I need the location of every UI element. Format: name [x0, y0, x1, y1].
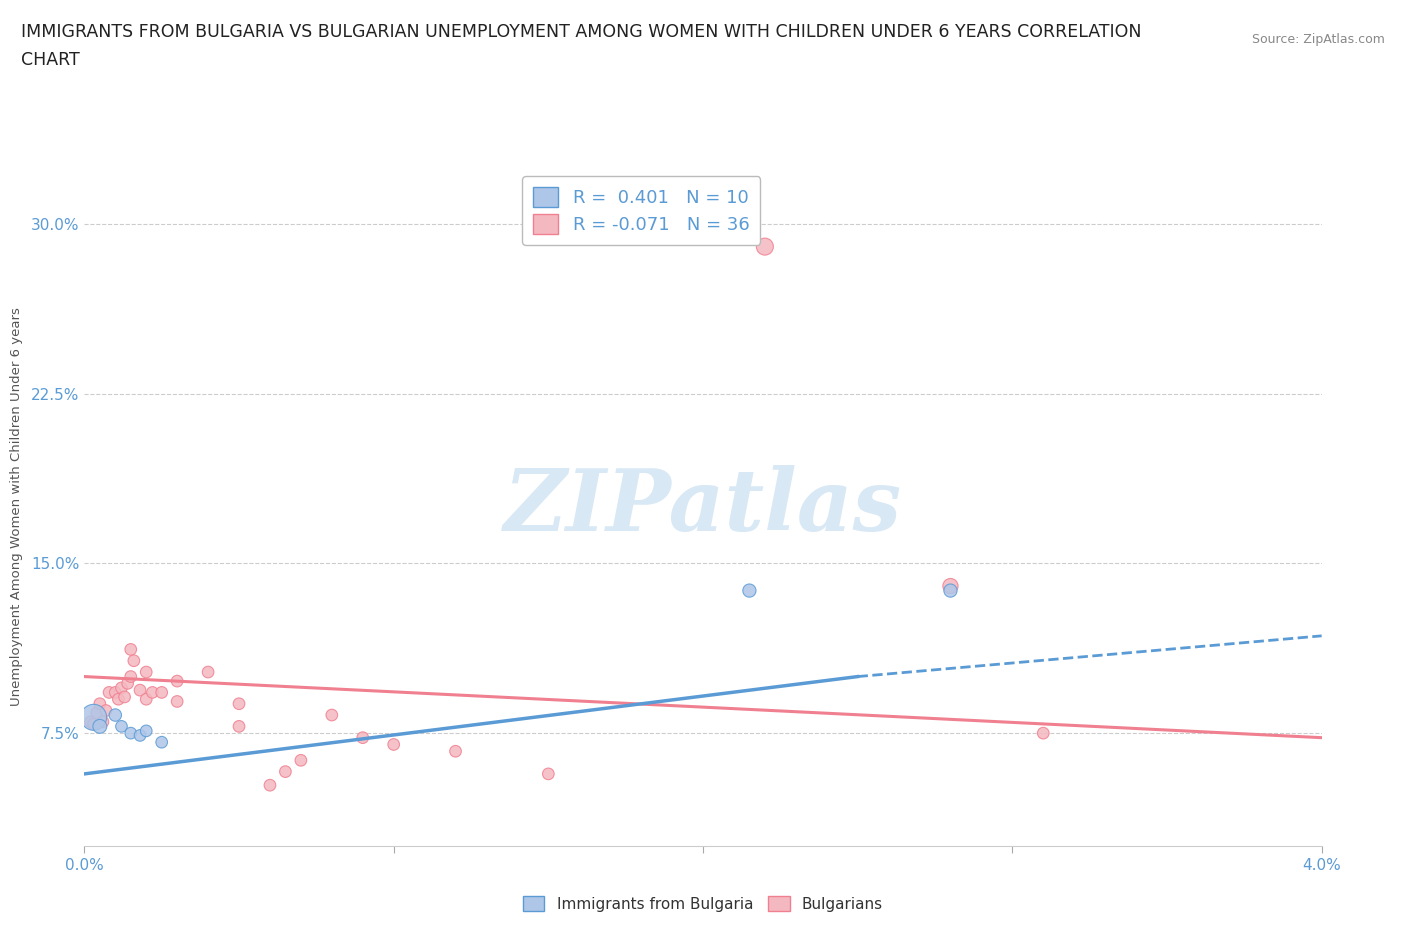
Point: [110, 681, 132, 696]
Point: [1032, 725, 1054, 740]
Text: Source: ZipAtlas.com: Source: ZipAtlas.com: [1251, 33, 1385, 46]
Point: [110, 719, 132, 734]
Point: [91, 714, 114, 729]
Legend: Immigrants from Bulgaria, Bulgarians: Immigrants from Bulgaria, Bulgarians: [517, 889, 889, 918]
Point: [86, 705, 108, 720]
Text: ZIPatlas: ZIPatlas: [503, 465, 903, 549]
Point: [197, 665, 219, 680]
Point: [135, 724, 157, 738]
Point: [290, 753, 312, 768]
Point: [120, 725, 142, 740]
Text: CHART: CHART: [21, 51, 80, 69]
Point: [114, 689, 136, 704]
Point: [104, 685, 127, 700]
Point: [94, 703, 117, 718]
Point: [120, 642, 142, 657]
Point: [135, 692, 157, 707]
Point: [352, 730, 374, 745]
Point: [228, 697, 250, 711]
Point: [738, 583, 761, 598]
Point: [150, 735, 173, 750]
Point: [122, 653, 145, 668]
Point: [166, 694, 188, 709]
Point: [259, 777, 281, 792]
Point: [150, 685, 173, 700]
Point: [83, 710, 105, 724]
Point: [228, 719, 250, 734]
Point: [79, 714, 101, 729]
Point: [107, 692, 129, 707]
Point: [83, 717, 105, 732]
Point: [166, 673, 188, 688]
Point: [117, 676, 139, 691]
Point: [104, 708, 127, 723]
Point: [537, 766, 560, 781]
Point: [129, 683, 152, 698]
Y-axis label: Unemployment Among Women with Children Under 6 years: Unemployment Among Women with Children U…: [10, 308, 22, 706]
Point: [754, 239, 776, 254]
Point: [89, 697, 111, 711]
Point: [135, 665, 157, 680]
Point: [444, 744, 467, 759]
Point: [141, 685, 163, 700]
Text: IMMIGRANTS FROM BULGARIA VS BULGARIAN UNEMPLOYMENT AMONG WOMEN WITH CHILDREN UND: IMMIGRANTS FROM BULGARIA VS BULGARIAN UN…: [21, 23, 1142, 41]
Point: [939, 578, 962, 593]
Point: [129, 728, 152, 743]
Point: [321, 708, 343, 723]
Point: [120, 670, 142, 684]
Point: [274, 764, 297, 779]
Point: [98, 685, 121, 700]
Point: [382, 737, 405, 751]
Legend: R =  0.401   N = 10, R = -0.071   N = 36: R = 0.401 N = 10, R = -0.071 N = 36: [522, 177, 761, 246]
Point: [939, 583, 962, 598]
Point: [89, 719, 111, 734]
